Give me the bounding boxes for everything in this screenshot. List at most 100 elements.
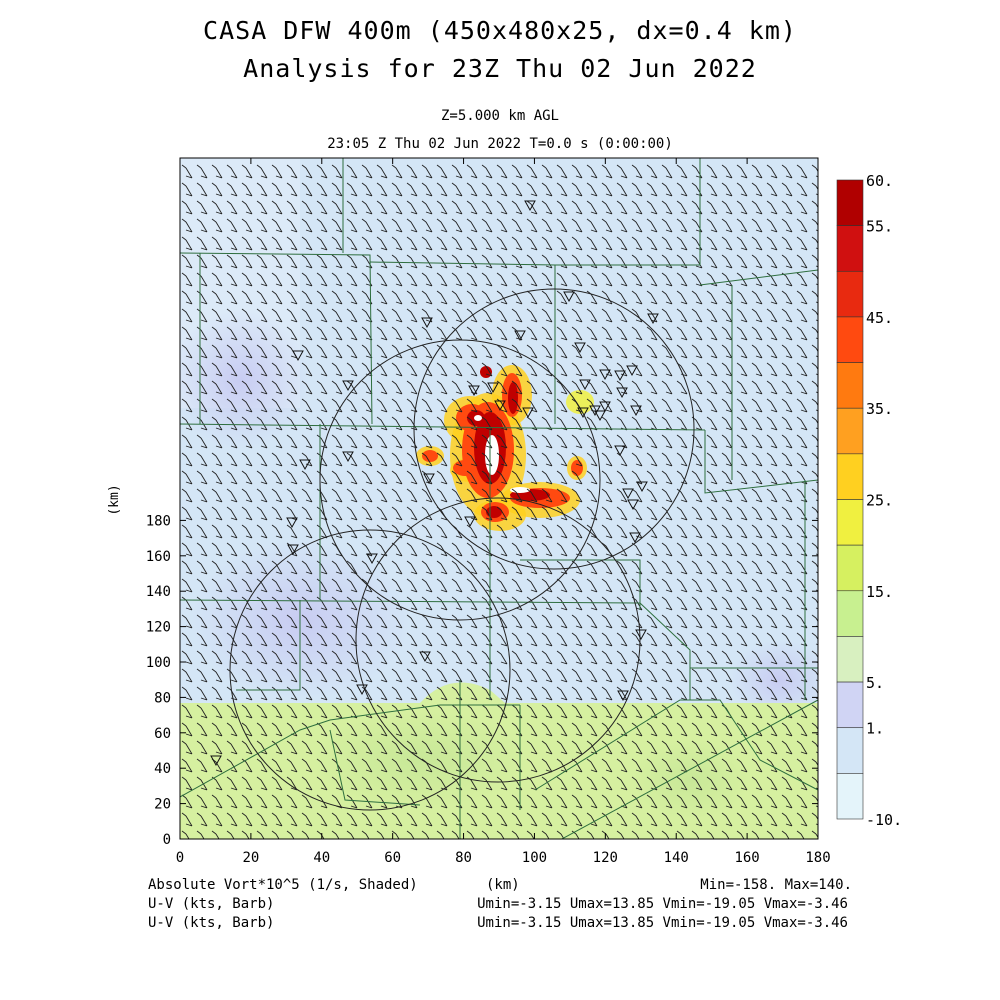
x-tick-label: 160 bbox=[734, 850, 759, 866]
storm-cell-peak bbox=[474, 415, 482, 421]
station-marker bbox=[464, 516, 476, 528]
range-ring bbox=[229, 529, 511, 811]
station-marker bbox=[574, 342, 586, 354]
y-tick-label: 120 bbox=[146, 620, 171, 636]
colorbar-label: 55. bbox=[866, 218, 893, 236]
x-axis-label: (km) bbox=[486, 877, 520, 893]
y-tick-label: 140 bbox=[146, 584, 171, 600]
storm-cell-core bbox=[480, 366, 492, 378]
colorbar-segment bbox=[836, 407, 864, 455]
uv-stats-2: Umin=-3.15 Umax=13.85 Vmin=-19.05 Vmax=-… bbox=[477, 915, 848, 931]
station-marker bbox=[419, 651, 431, 663]
wind-barbs bbox=[181, 164, 818, 839]
plot-axes: 0 20 40 60 80 100 120 140 160 180 0 20 40 60 80 100 120 1… bbox=[146, 158, 831, 866]
colorbar-segment bbox=[836, 179, 864, 226]
x-tick-label: 0 bbox=[176, 850, 184, 866]
county-line bbox=[180, 599, 641, 604]
map-frame bbox=[179, 157, 819, 840]
colorbar-segment bbox=[836, 681, 864, 729]
colorbar-label: -10. bbox=[866, 811, 902, 829]
county-line bbox=[639, 602, 818, 669]
storm-cell-core bbox=[486, 506, 502, 518]
x-tick-label: 100 bbox=[522, 850, 547, 866]
range-ring bbox=[413, 288, 695, 570]
y-tick-label: 80 bbox=[154, 690, 171, 706]
station-marker bbox=[629, 532, 641, 544]
station-marker bbox=[423, 473, 435, 485]
colorbar-segment bbox=[836, 316, 864, 363]
field-low-se bbox=[730, 640, 818, 720]
station-marker bbox=[524, 200, 536, 212]
station-marker bbox=[563, 291, 575, 303]
colorbar-segment bbox=[836, 270, 864, 318]
station-marker bbox=[594, 410, 606, 422]
colorbar-label: 1. bbox=[866, 720, 884, 738]
station-marker bbox=[614, 445, 626, 457]
station-marker bbox=[342, 380, 354, 392]
level-label: Z=5.000 km AGL bbox=[440, 108, 559, 124]
y-tick-label: 40 bbox=[154, 761, 171, 777]
y-tick-label: 100 bbox=[146, 655, 171, 671]
station-marker bbox=[622, 488, 634, 500]
y-tick-label: 160 bbox=[146, 549, 171, 565]
station-markers bbox=[210, 200, 659, 767]
county-line bbox=[329, 729, 421, 806]
y-axis-label: (km) bbox=[107, 484, 122, 515]
wind-barb-field bbox=[181, 164, 818, 839]
storm-cell-mid bbox=[453, 460, 477, 476]
colorbar-segment bbox=[836, 727, 864, 774]
colorbar-label: 25. bbox=[866, 492, 893, 510]
station-marker bbox=[630, 405, 642, 417]
station-marker bbox=[468, 385, 480, 397]
storm-cell-mid bbox=[422, 450, 438, 462]
uv-stats-1: Umin=-3.15 Umax=13.85 Vmin=-19.05 Vmax=-… bbox=[477, 896, 848, 912]
map-field bbox=[180, 158, 818, 839]
county-line bbox=[180, 704, 520, 798]
range-ring bbox=[319, 339, 601, 621]
y-tick-label: 20 bbox=[154, 797, 171, 813]
uv-label-2: U-V (kts, Barb) bbox=[148, 915, 275, 931]
station-marker bbox=[599, 369, 611, 381]
station-marker bbox=[286, 517, 298, 529]
station-marker bbox=[635, 629, 647, 641]
county-line bbox=[180, 423, 706, 431]
station-marker bbox=[626, 365, 638, 377]
uv-label-1: U-V (kts, Barb) bbox=[148, 896, 275, 912]
station-marker bbox=[636, 481, 648, 493]
station-marker bbox=[287, 544, 299, 556]
station-marker bbox=[647, 313, 659, 325]
station-marker bbox=[614, 370, 626, 382]
station-marker bbox=[514, 330, 526, 342]
plot-title-line2: Analysis for 23Z Thu 02 Jun 2022 bbox=[243, 54, 757, 83]
station-marker bbox=[366, 553, 378, 565]
county-line bbox=[704, 430, 818, 494]
station-marker bbox=[342, 451, 354, 463]
county-line bbox=[555, 158, 701, 266]
colorbar-label: 60. bbox=[866, 172, 893, 190]
station-marker bbox=[579, 379, 591, 391]
station-marker bbox=[356, 684, 368, 696]
colorbar-segment bbox=[836, 453, 864, 500]
x-tick-label: 20 bbox=[242, 850, 259, 866]
station-marker bbox=[299, 459, 311, 471]
station-marker bbox=[616, 387, 628, 399]
county-line bbox=[560, 699, 818, 839]
station-marker bbox=[292, 350, 304, 362]
colorbar-segment bbox=[836, 225, 864, 272]
y-tick-label: 180 bbox=[146, 513, 171, 529]
colorbar-segment bbox=[836, 544, 864, 592]
y-tick-label: 60 bbox=[154, 726, 171, 742]
station-marker bbox=[577, 407, 589, 419]
station-marker bbox=[617, 690, 629, 702]
plot-title-line1: CASA DFW 400m (450x480x25, dx=0.4 km) bbox=[203, 16, 797, 45]
colorbar-segment bbox=[836, 590, 864, 637]
range-ring bbox=[355, 497, 641, 783]
storm-cell-peak bbox=[485, 435, 499, 475]
storm-cell-mid bbox=[571, 460, 583, 476]
station-marker bbox=[599, 401, 611, 413]
storm-cell-core bbox=[508, 382, 518, 414]
field-label: Absolute Vort*10^5 (1/s, Shaded) bbox=[148, 877, 418, 893]
station-marker bbox=[494, 400, 506, 412]
county-boundaries bbox=[180, 158, 818, 839]
